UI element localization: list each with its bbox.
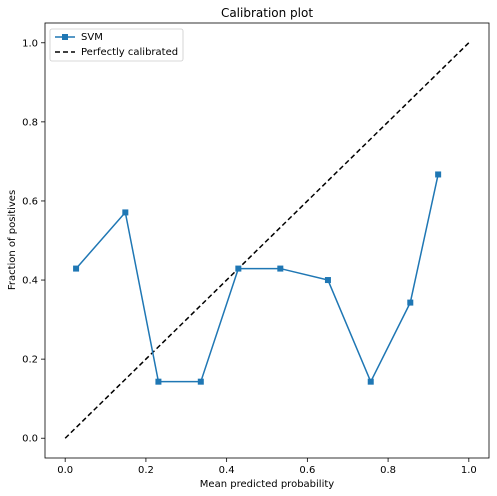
- y-tick-label: 0.8: [22, 117, 38, 128]
- series-layer: [64, 42, 470, 439]
- data-point-svm: [235, 265, 242, 272]
- series-line-perfectly-calibrated: [64, 42, 470, 439]
- legend-box: [49, 28, 184, 62]
- x-axis-ticks: 0.0 0.2 0.4 0.6 0.8 1.0: [57, 458, 477, 476]
- data-point-svm: [197, 378, 204, 385]
- legend: SVM Perfectly calibrated: [49, 28, 184, 62]
- x-tick-label: 0.2: [138, 465, 154, 476]
- y-axis-ticks: 0.0 0.2 0.4 0.6 0.8 1.0: [22, 38, 45, 445]
- data-point-svm: [73, 265, 80, 272]
- x-tick-label: 0.0: [57, 465, 73, 476]
- y-tick-label: 0.4: [22, 276, 38, 287]
- data-point-svm: [122, 209, 129, 216]
- y-tick-label: 0.0: [22, 434, 38, 445]
- plot-frame: [44, 22, 490, 459]
- legend-marker-svm: [62, 34, 68, 40]
- x-axis-label: Mean predicted probability: [200, 479, 334, 490]
- x-tick-label: 0.4: [219, 465, 235, 476]
- series-line-svm: [75, 174, 439, 384]
- y-tick-label: 1.0: [22, 38, 38, 49]
- chart-title: Calibration plot: [221, 6, 313, 20]
- data-point-svm: [407, 299, 414, 306]
- data-point-svm: [367, 378, 374, 385]
- legend-label-svm: SVM: [81, 32, 103, 43]
- legend-label-perfectly-calibrated: Perfectly calibrated: [81, 47, 178, 58]
- data-point-svm: [324, 277, 331, 284]
- data-point-svm: [155, 378, 162, 385]
- data-point-svm: [435, 171, 442, 178]
- x-tick-label: 0.6: [299, 465, 315, 476]
- y-axis-label: Fraction of positives: [7, 190, 18, 290]
- x-tick-label: 1.0: [461, 465, 477, 476]
- data-point-svm: [277, 265, 284, 272]
- x-tick-label: 0.8: [380, 465, 396, 476]
- y-tick-label: 0.2: [22, 355, 38, 366]
- y-tick-label: 0.6: [22, 196, 38, 207]
